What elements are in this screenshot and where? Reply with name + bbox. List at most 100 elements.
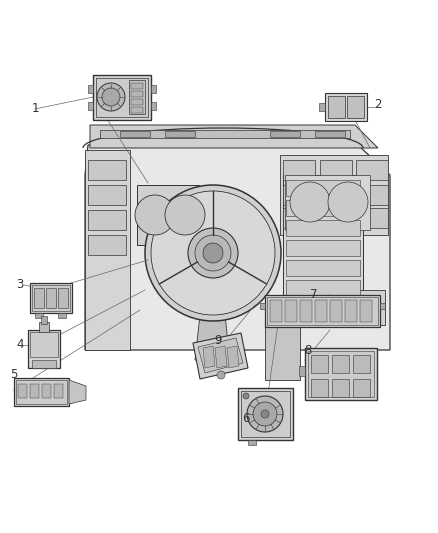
Bar: [88, 185, 126, 205]
Bar: [54, 384, 63, 398]
Bar: [283, 208, 315, 228]
Bar: [285, 300, 297, 322]
Circle shape: [97, 83, 125, 111]
Bar: [320, 300, 370, 318]
Bar: [308, 351, 374, 397]
Bar: [353, 355, 370, 373]
Circle shape: [247, 396, 283, 432]
Bar: [283, 185, 315, 205]
Bar: [58, 288, 68, 308]
Bar: [16, 380, 67, 404]
Bar: [332, 355, 349, 373]
Bar: [320, 208, 352, 228]
Bar: [286, 200, 360, 216]
Polygon shape: [265, 305, 300, 380]
Polygon shape: [90, 125, 378, 148]
Bar: [58, 313, 66, 318]
Bar: [100, 130, 350, 138]
Bar: [299, 366, 305, 376]
Bar: [14, 378, 69, 406]
Bar: [28, 330, 60, 368]
Circle shape: [188, 228, 238, 278]
Polygon shape: [198, 338, 243, 373]
Circle shape: [195, 235, 231, 271]
Bar: [88, 210, 126, 230]
Bar: [88, 102, 93, 110]
Bar: [319, 103, 325, 111]
Bar: [30, 332, 58, 357]
Bar: [356, 208, 388, 228]
Polygon shape: [85, 150, 130, 350]
Bar: [151, 102, 156, 110]
Text: 4: 4: [16, 338, 24, 351]
Bar: [39, 322, 49, 332]
Bar: [305, 348, 377, 400]
Text: 8: 8: [304, 343, 312, 357]
Bar: [283, 160, 315, 180]
Bar: [315, 300, 327, 322]
Bar: [131, 83, 143, 89]
Bar: [151, 85, 156, 93]
Bar: [131, 107, 143, 113]
Bar: [30, 384, 39, 398]
Bar: [93, 75, 151, 120]
Circle shape: [203, 243, 223, 263]
Bar: [88, 85, 93, 93]
Bar: [311, 379, 328, 397]
Bar: [46, 288, 56, 308]
Bar: [267, 297, 378, 325]
Bar: [120, 131, 150, 137]
Bar: [356, 185, 388, 205]
Bar: [347, 96, 364, 118]
Bar: [34, 288, 44, 308]
Bar: [353, 379, 370, 397]
Circle shape: [328, 182, 368, 222]
Circle shape: [102, 88, 120, 106]
Polygon shape: [203, 346, 215, 368]
Bar: [332, 379, 349, 397]
Bar: [320, 185, 352, 205]
Bar: [238, 388, 293, 440]
Bar: [165, 131, 195, 137]
Bar: [286, 180, 360, 196]
Bar: [328, 96, 345, 118]
Bar: [360, 300, 372, 322]
Bar: [305, 290, 385, 325]
Circle shape: [165, 195, 205, 235]
Bar: [96, 78, 148, 117]
Bar: [131, 99, 143, 105]
Polygon shape: [227, 346, 239, 368]
Text: 5: 5: [11, 368, 18, 382]
Bar: [265, 295, 380, 327]
Text: 1: 1: [31, 102, 39, 116]
Circle shape: [290, 182, 330, 222]
Bar: [131, 91, 143, 97]
Bar: [286, 260, 360, 276]
Bar: [286, 240, 360, 256]
Bar: [285, 175, 370, 230]
Text: 6: 6: [242, 411, 250, 424]
Text: 2: 2: [374, 99, 382, 111]
Bar: [356, 160, 388, 180]
Bar: [286, 280, 360, 296]
Polygon shape: [69, 380, 86, 404]
Bar: [30, 283, 72, 313]
Bar: [300, 300, 312, 322]
Bar: [270, 131, 300, 137]
Circle shape: [135, 195, 175, 235]
Circle shape: [261, 410, 269, 418]
Bar: [35, 313, 43, 318]
Bar: [280, 155, 388, 235]
Bar: [32, 360, 56, 368]
Circle shape: [217, 371, 225, 379]
Bar: [311, 355, 328, 373]
Bar: [32, 285, 70, 311]
Polygon shape: [215, 346, 227, 368]
Circle shape: [253, 402, 277, 426]
Bar: [330, 300, 342, 322]
Bar: [42, 384, 51, 398]
Polygon shape: [85, 145, 390, 350]
Text: 9: 9: [214, 335, 222, 348]
Bar: [260, 303, 265, 309]
Text: 7: 7: [310, 288, 318, 302]
